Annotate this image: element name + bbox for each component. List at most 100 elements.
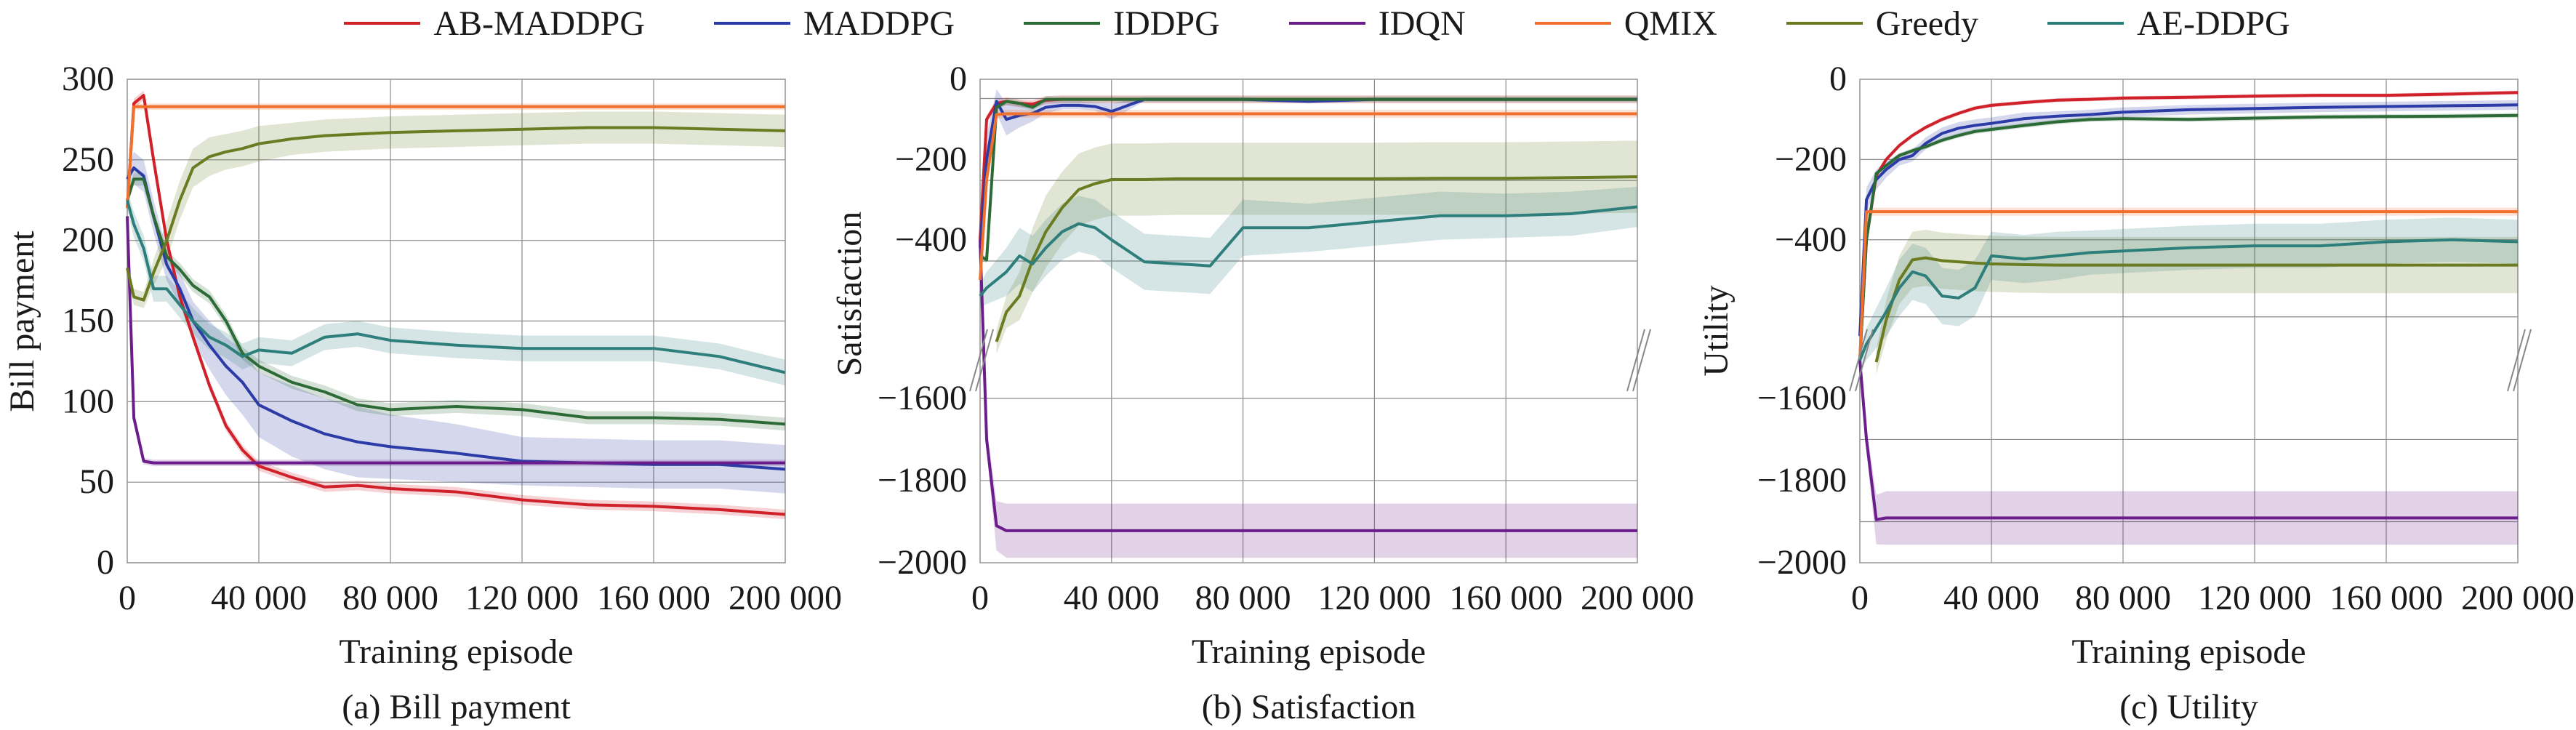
ytick-label: −2000 (1757, 543, 1847, 582)
chart-caption: (a) Bill payment (342, 688, 571, 726)
band-maddpg (127, 151, 785, 494)
band-ae-ddpg (127, 190, 785, 386)
ytick-label: −1800 (878, 461, 967, 500)
ytick-label: 50 (79, 462, 114, 501)
series-line-greedy (126, 126, 786, 302)
legend-label: MADDPG (803, 4, 955, 43)
x-axis-label: Training episode (2071, 633, 2306, 671)
series-line-greedy (995, 175, 1638, 342)
legend-swatch (1534, 22, 1611, 25)
xtick-label: 80 000 (342, 579, 438, 617)
legend-label: AB-MADDPG (433, 4, 646, 43)
ytick-label: 250 (62, 140, 114, 179)
xtick-label: 120 000 (2198, 579, 2311, 617)
xtick-label: 0 (1851, 579, 1869, 617)
axis-break-mark (1855, 329, 1874, 392)
series-line-qmix (126, 105, 785, 209)
series-line-ae-ddpg (126, 199, 786, 374)
ytick-label: 300 (62, 60, 114, 98)
legend-label: QMIX (1624, 4, 1717, 43)
plot-frame (127, 79, 786, 563)
legend-item-greedy: Greedy (1786, 4, 1978, 44)
ytick-label: 0 (950, 60, 967, 98)
xtick-label: 200 000 (2461, 579, 2575, 617)
xtick-label: 160 000 (597, 579, 710, 617)
legend-swatch (714, 22, 791, 25)
x-axis-label: Training episode (339, 633, 573, 671)
legend-item-qmix: QMIX (1534, 4, 1717, 44)
series-line-maddpg (1858, 103, 2519, 337)
xtick-label: 40 000 (211, 579, 307, 617)
xtick-label: 160 000 (1449, 579, 1562, 617)
series-line-iddpg (126, 177, 786, 426)
series-line-idqn (1858, 360, 2518, 521)
legend-label: AE-DDPG (2137, 4, 2290, 43)
y-axis-label: Satisfaction (830, 212, 869, 377)
ytick-label: 150 (62, 302, 114, 340)
ytick-label: −1800 (1757, 461, 1847, 500)
y-axis-label: Utility (1697, 285, 1736, 376)
legend-label: IDDPG (1113, 4, 1220, 43)
ytick-label: −200 (1775, 140, 1847, 178)
axis-break-mark (2507, 329, 2526, 392)
series-line-qmix (979, 112, 1637, 281)
chart-caption: (b) Satisfaction (1202, 688, 1416, 726)
xtick-label: 120 000 (1317, 579, 1431, 617)
xtick-label: 200 000 (1581, 579, 1694, 617)
ytick-label: 0 (97, 543, 114, 582)
xtick-label: 160 000 (2330, 579, 2443, 617)
legend-item-ab-maddpg: AB-MADDPG (344, 4, 645, 44)
series-line-ae-ddpg (979, 205, 1638, 297)
legend-label: Greedy (1875, 4, 1978, 43)
ytick-label: 100 (62, 382, 114, 420)
band-idqn (1860, 360, 2518, 545)
axis-break-mark (1849, 329, 1868, 392)
series-line-iddpg (1858, 113, 2519, 361)
chart-panel-1: 0 50 100 150 200 250 300 0 40 000 80 000 120 000 16… (3, 60, 842, 726)
ytick-label: 200 (62, 221, 114, 260)
legend-label: IDQN (1378, 4, 1466, 43)
band-idqn (980, 239, 1637, 558)
xtick-label: 40 000 (1064, 579, 1160, 617)
y-axis-label: Bill payment (3, 230, 41, 412)
ytick-label: −1600 (1757, 379, 1847, 417)
ytick-label: −2000 (878, 543, 967, 582)
ytick-label: −200 (895, 140, 967, 178)
legend-item-maddpg: MADDPG (714, 4, 955, 44)
ytick-label: −400 (1775, 220, 1847, 259)
series-line-ae-ddpg (1858, 238, 2519, 361)
series-line-iddpg (979, 97, 1637, 262)
chart-caption: (c) Utility (2119, 688, 2258, 726)
legend-swatch (2047, 22, 2124, 25)
axis-break-mark (969, 329, 988, 392)
band-greedy (127, 111, 785, 308)
legend-swatch (1288, 22, 1365, 25)
ytick-label: −1600 (878, 379, 967, 417)
series-line-idqn (979, 239, 1637, 532)
band-ae-ddpg (1860, 217, 2518, 372)
xtick-label: 40 000 (1943, 579, 2039, 617)
legend-swatch (344, 22, 421, 25)
legend-item-idqn: IDQN (1288, 4, 1466, 44)
legend-item-ae-ddpg: AE-DDPG (2047, 4, 2290, 44)
series-line-qmix (1858, 210, 2518, 361)
xtick-label: 200 000 (729, 579, 842, 617)
series-line-ab-maddpg (1858, 91, 2519, 361)
series-line-idqn (126, 216, 785, 465)
axis-break-mark (1626, 329, 1645, 392)
legend: AB-MADDPG MADDPG IDDPG IDQN QMIX Greedy … (0, 3, 2576, 44)
xtick-label: 80 000 (2075, 579, 2171, 617)
axis-break-mark (2513, 329, 2532, 392)
series-line-greedy (1874, 256, 2518, 363)
ytick-label: −400 (895, 220, 967, 259)
legend-item-iddpg: IDDPG (1024, 4, 1220, 44)
axis-break-mark (975, 329, 994, 392)
axis-break-mark (1632, 329, 1651, 392)
legend-swatch (1024, 22, 1101, 25)
xtick-label: 0 (971, 579, 989, 617)
ytick-label: 0 (1829, 60, 1847, 98)
series-line-ab-maddpg (126, 94, 786, 516)
